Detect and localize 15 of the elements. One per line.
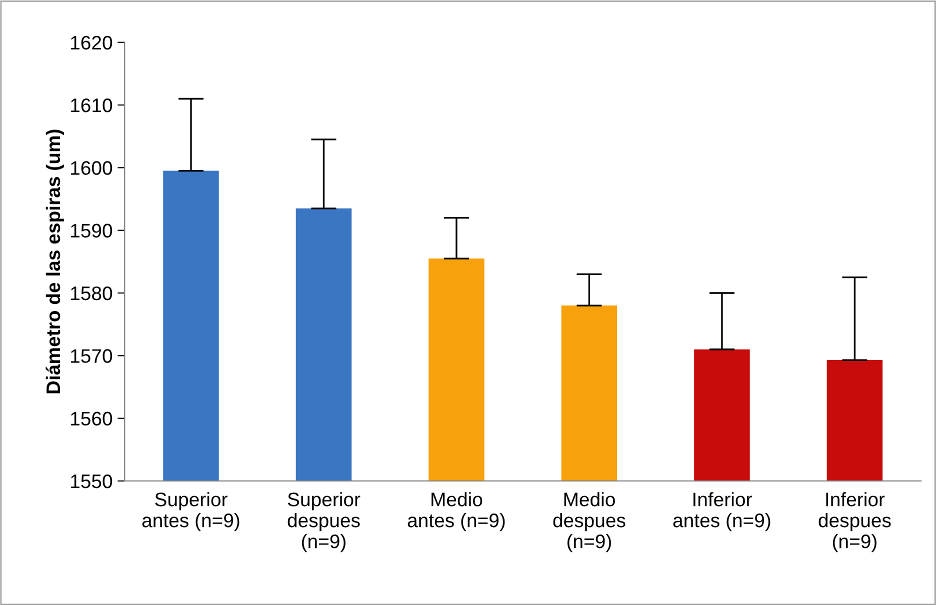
x-tick-label: Medio despues (n=9) bbox=[553, 492, 626, 552]
y-axis-title: Diámetro de las espiras (um) bbox=[46, 130, 64, 394]
x-tick-label: Inferior antes (n=9) bbox=[673, 492, 770, 532]
x-tick-label: Inferior despues (n=9) bbox=[818, 492, 891, 552]
y-tick-label: 1570 bbox=[71, 349, 112, 363]
y-tick-label: 1620 bbox=[71, 36, 112, 50]
y-tick-label: 1590 bbox=[71, 224, 112, 238]
y-tick-label: 1610 bbox=[71, 98, 112, 112]
x-tick-label: Medio antes (n=9) bbox=[408, 492, 505, 532]
y-tick-label: 1550 bbox=[71, 474, 112, 488]
y-tick-label: 1580 bbox=[71, 286, 112, 300]
x-tick-label: Superior despues (n=9) bbox=[288, 492, 360, 552]
x-tick-label: Superior antes (n=9) bbox=[142, 492, 240, 532]
y-tick-label: 1600 bbox=[71, 161, 112, 175]
y-tick-label: 1560 bbox=[71, 412, 112, 426]
